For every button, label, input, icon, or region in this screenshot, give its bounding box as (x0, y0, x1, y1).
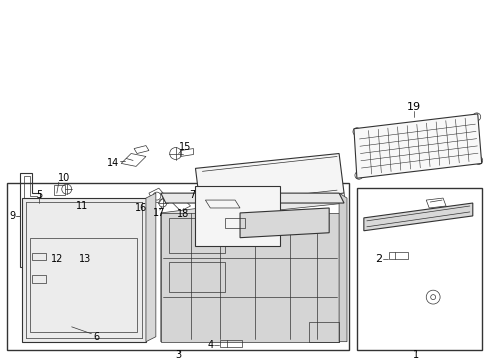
Text: 16: 16 (135, 203, 147, 213)
Text: 15: 15 (179, 141, 191, 152)
Text: 12: 12 (51, 255, 63, 265)
Polygon shape (200, 193, 346, 218)
Bar (7, 183, 348, 350)
Text: 10: 10 (58, 173, 70, 183)
Polygon shape (353, 114, 481, 178)
Polygon shape (240, 208, 328, 238)
Text: 13: 13 (79, 255, 91, 265)
Text: 3: 3 (175, 350, 182, 360)
Text: 14: 14 (107, 158, 119, 168)
Text: 6: 6 (93, 332, 99, 342)
Polygon shape (161, 213, 338, 342)
Text: 1: 1 (412, 350, 419, 360)
Polygon shape (363, 203, 472, 231)
Polygon shape (22, 198, 145, 342)
Polygon shape (161, 208, 200, 342)
Text: 18: 18 (176, 209, 188, 219)
Bar (30, 238, 137, 332)
Text: 4: 4 (207, 339, 213, 350)
Bar (195, 186, 279, 246)
Polygon shape (161, 193, 344, 203)
Text: 5: 5 (36, 190, 42, 200)
Polygon shape (145, 193, 156, 342)
Bar (356, 188, 481, 350)
Text: 11: 11 (75, 201, 87, 211)
Text: 9: 9 (9, 211, 15, 221)
Text: 19: 19 (407, 102, 421, 112)
Text: 8: 8 (198, 221, 204, 231)
Text: 2: 2 (374, 255, 382, 265)
Polygon shape (338, 193, 346, 342)
Text: 7: 7 (189, 190, 195, 200)
Polygon shape (195, 153, 344, 208)
Text: 17: 17 (152, 208, 164, 218)
